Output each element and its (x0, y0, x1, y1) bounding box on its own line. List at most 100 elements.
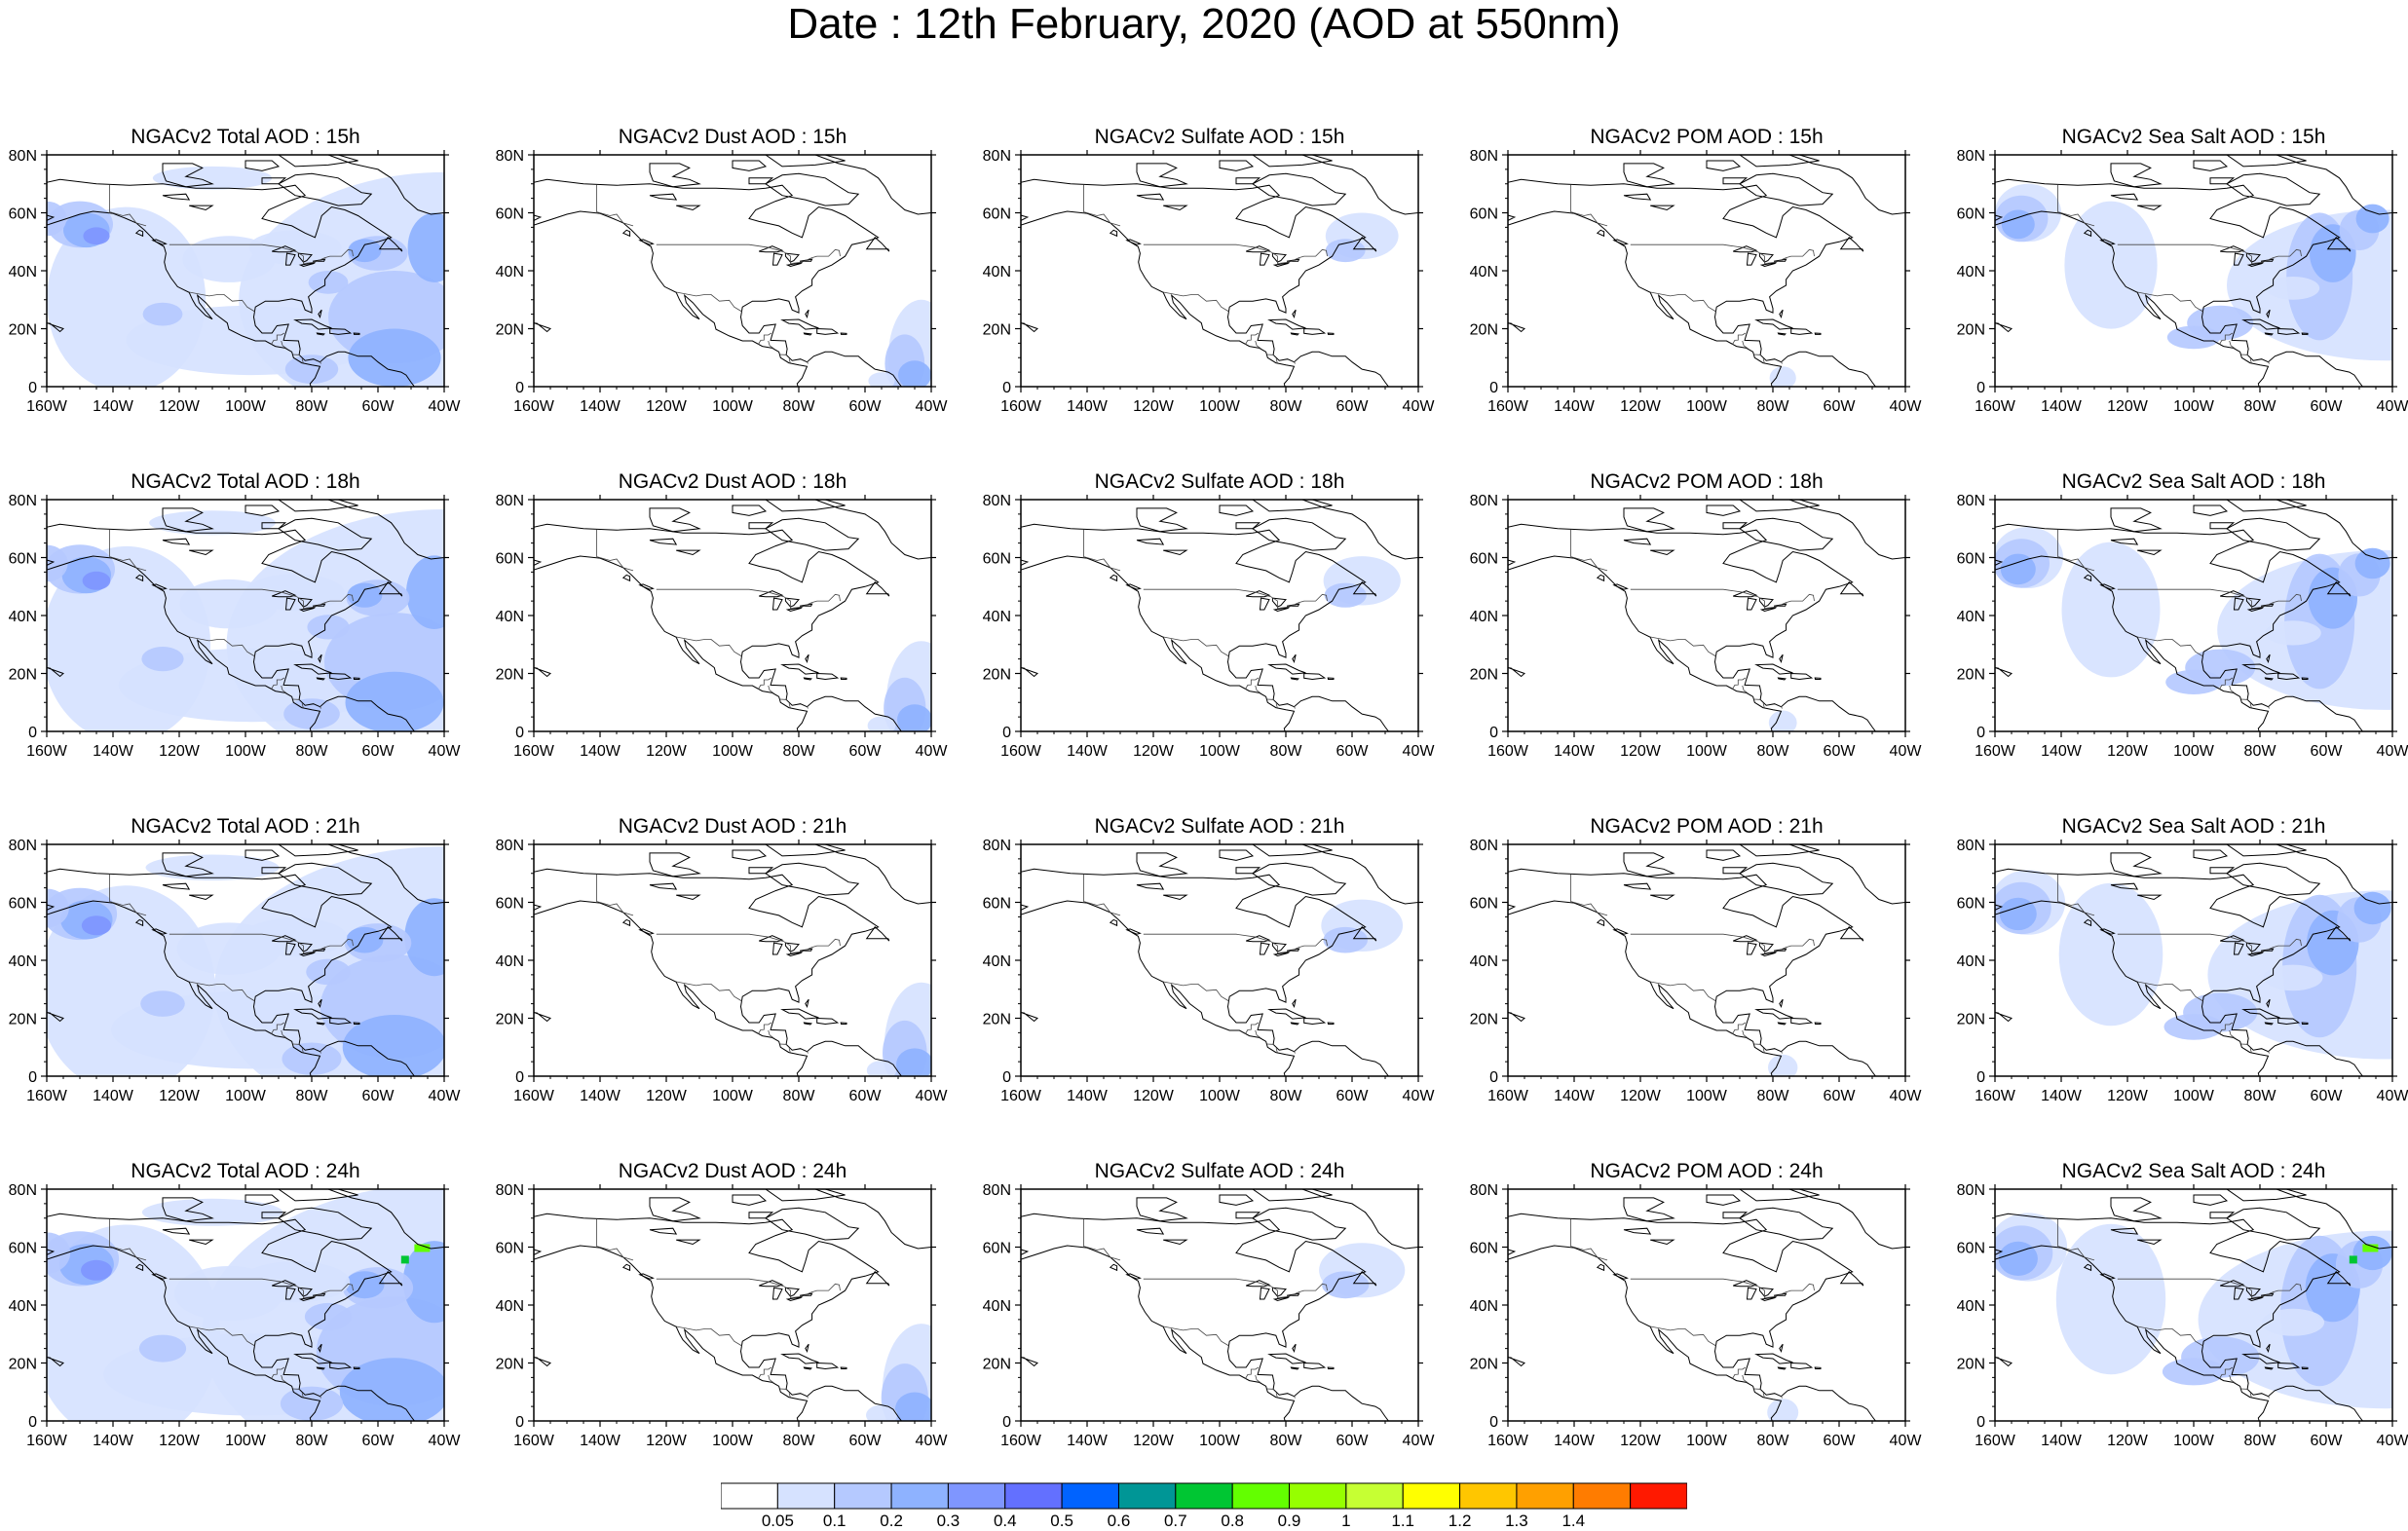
y-tick-label: 0 (1002, 380, 1011, 396)
lake-outline (1650, 205, 1675, 211)
border-line (2240, 698, 2248, 700)
aod-region (345, 1271, 385, 1299)
island-outline (1301, 844, 1418, 905)
lake-outline (1746, 597, 1757, 611)
island-outline (1125, 928, 1142, 935)
island-outline (638, 239, 655, 245)
x-tick-label: 100W (225, 1433, 267, 1449)
x-tick-label: 100W (1199, 1088, 1241, 1104)
y-tick-label: 40N (1957, 1298, 1985, 1315)
continent-outline (1508, 868, 1877, 1076)
x-tick-label: 40W (2377, 743, 2408, 760)
aod-region (345, 671, 444, 731)
aod-region (82, 571, 111, 590)
island-outline (1021, 1012, 1038, 1023)
aod-region (346, 926, 384, 953)
island-outline (2083, 229, 2092, 238)
lake-outline (2110, 538, 2139, 545)
x-tick-label: 80W (2244, 1088, 2277, 1104)
island-outline (1779, 309, 1784, 318)
island-outline (353, 1366, 360, 1369)
island-outline (1109, 1263, 1118, 1272)
x-tick-label: 60W (362, 743, 395, 760)
island-outline (732, 1194, 768, 1206)
island-outline (1722, 867, 1749, 875)
y-tick-label: 60N (1957, 1241, 1985, 1257)
y-tick-label: 80N (9, 493, 37, 509)
island-outline (329, 672, 353, 681)
lake-outline (2233, 1287, 2244, 1300)
continent-outline (47, 868, 416, 1076)
border-line (2137, 291, 2203, 313)
x-tick-label: 140W (580, 743, 621, 760)
colorbar-label: 0.2 (880, 1512, 903, 1530)
x-tick-label: 100W (225, 398, 267, 415)
colorbar-label: 1.3 (1505, 1512, 1528, 1530)
y-tick-label: 20N (983, 322, 1011, 339)
island-outline (327, 1189, 444, 1250)
x-tick-label: 40W (429, 1088, 462, 1104)
border-line (758, 1022, 772, 1034)
border-line (2219, 1366, 2234, 1379)
border-line (1762, 1393, 1765, 1398)
lake-outline (1759, 262, 1777, 268)
island-outline (1779, 998, 1784, 1008)
island-outline (1722, 1212, 1749, 1219)
island-outline (1777, 332, 1787, 336)
map-background (534, 1189, 931, 1421)
island-outline (1219, 160, 1255, 171)
y-tick-label: 0 (1489, 1069, 1498, 1086)
border-line (1630, 588, 1815, 610)
y-tick-label: 0 (1489, 380, 1498, 396)
x-tick-label: 80W (296, 398, 329, 415)
island-outline (2326, 581, 2352, 597)
y-tick-label: 80N (983, 148, 1011, 165)
border-line (109, 874, 147, 916)
border-line (2057, 1218, 2095, 1261)
y-tick-label: 40N (9, 264, 37, 280)
lake-outline (2246, 607, 2264, 613)
aod-region (2265, 620, 2321, 646)
x-tick-label: 100W (712, 1088, 754, 1104)
panel-title: NGACv2 POM AOD : 15h (1590, 126, 1823, 148)
x-tick-label: 80W (1757, 1433, 1790, 1449)
colorbar (721, 1482, 1687, 1510)
island-outline (1021, 322, 1038, 333)
island-outline (1252, 1207, 1347, 1241)
island-outline (780, 1008, 819, 1020)
x-tick-label: 40W (916, 743, 949, 760)
y-tick-label: 80N (983, 838, 1011, 854)
island-outline (1109, 918, 1118, 927)
island-outline (2099, 1273, 2116, 1280)
island-outline (1754, 1008, 1793, 1020)
island-outline (2266, 998, 2271, 1008)
x-tick-label: 160W (1000, 398, 1042, 415)
island-outline (1292, 1343, 1297, 1353)
x-tick-label: 40W (2377, 398, 2408, 415)
aod-shading (867, 641, 931, 731)
lake-outline (1246, 590, 1271, 598)
island-outline (1839, 237, 1864, 252)
island-outline (353, 1022, 360, 1025)
panel-title: NGACv2 Dust AOD : 24h (619, 1160, 847, 1182)
border-line (189, 291, 255, 313)
map-panel: NGACv2 Dust AOD : 18h 160W 140W 120W 100W 80W… (496, 470, 949, 760)
island-outline (865, 581, 890, 597)
aod-peak (414, 1244, 431, 1252)
map-panel: NGACv2 Sea Salt AOD : 24h 160W 140W 120W 100… (1957, 1160, 2408, 1449)
main-title: Date : 12th February, 2020 (AOD at 550nm… (787, 0, 1621, 48)
island-outline (2301, 1366, 2309, 1369)
lake-outline (297, 942, 313, 952)
aod-shading (1325, 212, 1399, 263)
border-line (2249, 703, 2252, 708)
border-line (788, 1048, 791, 1053)
border-line (189, 636, 255, 657)
continent-outline (1021, 178, 1390, 387)
lake-outline (1623, 1227, 1652, 1235)
x-tick-label: 60W (1824, 398, 1857, 415)
x-tick-label: 160W (1487, 743, 1529, 760)
border-line (1781, 361, 1783, 364)
island-outline (1290, 677, 1299, 681)
island-outline (2209, 177, 2236, 185)
lake-outline (2246, 1296, 2264, 1302)
